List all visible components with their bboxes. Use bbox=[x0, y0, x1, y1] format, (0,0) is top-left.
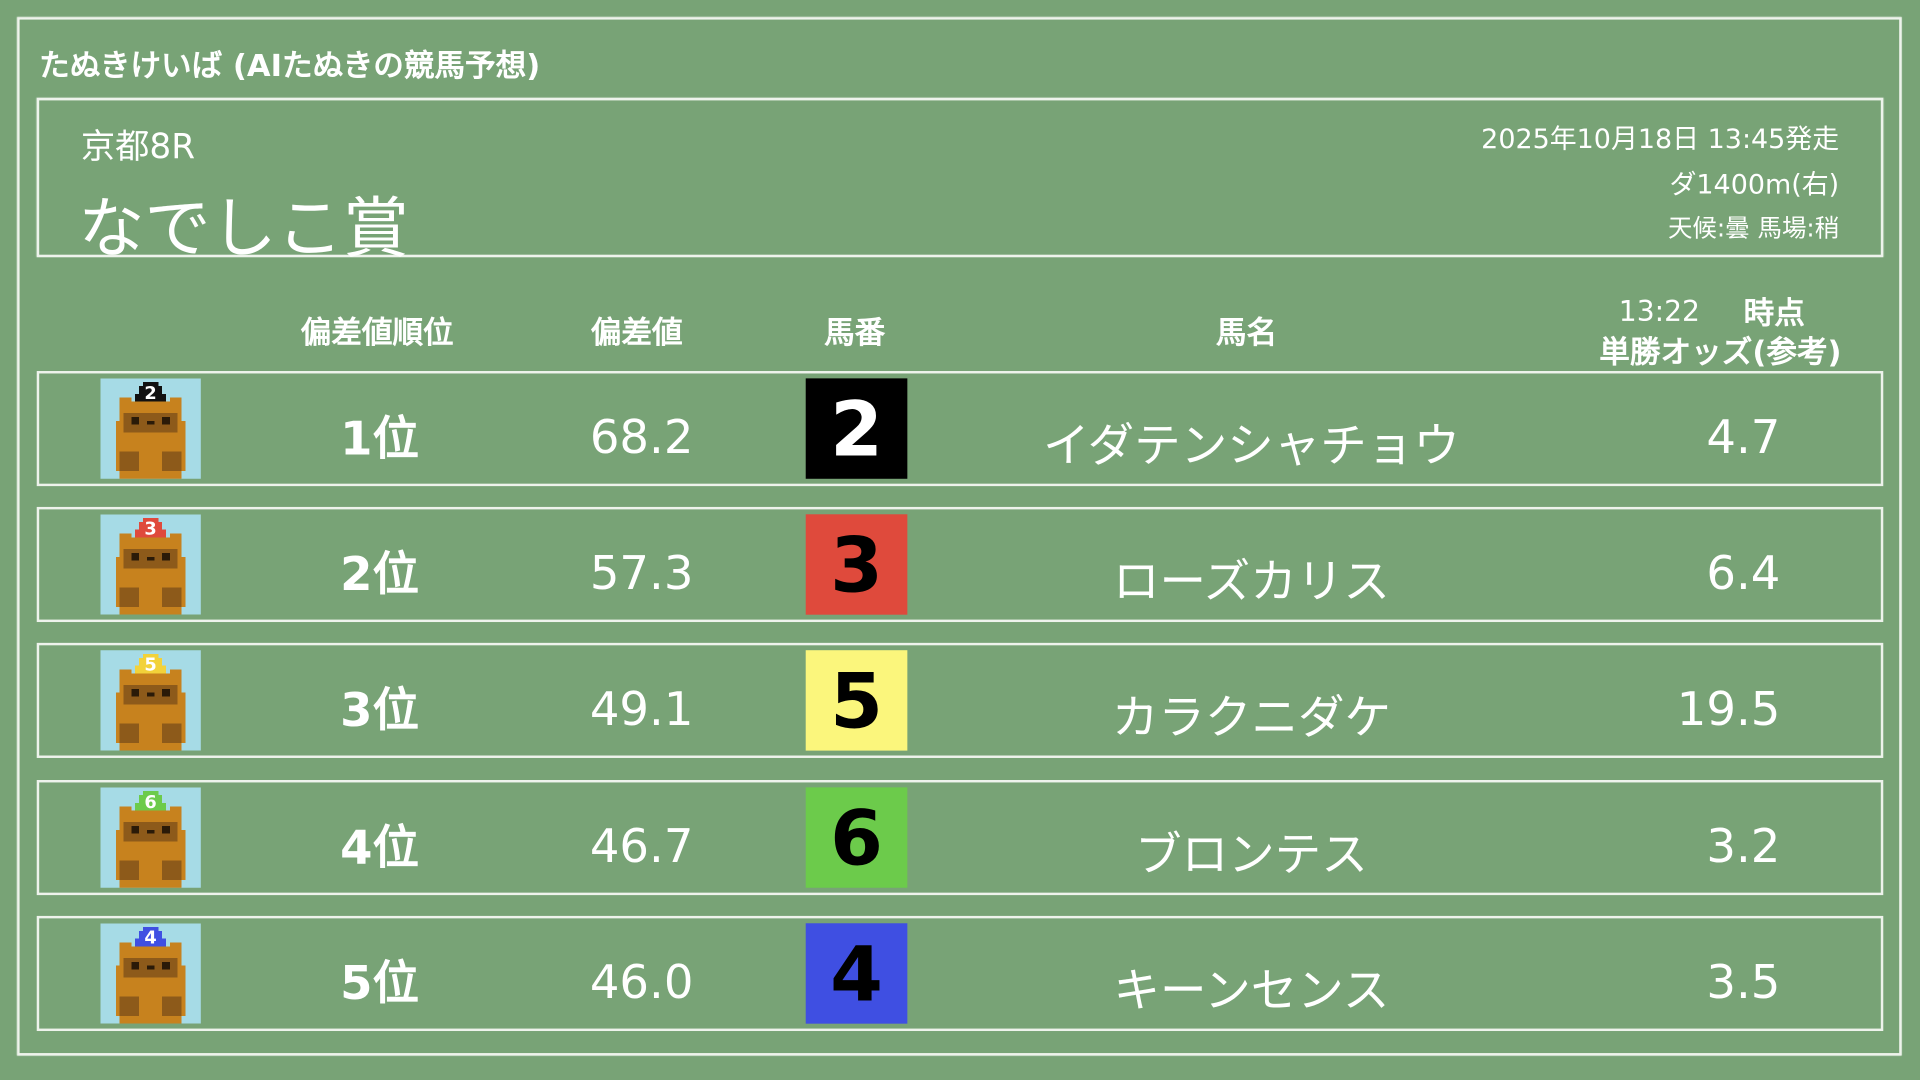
horse-name: カラクニダケ bbox=[1111, 690, 1392, 745]
race-name: なでしこ賞 bbox=[78, 189, 409, 267]
svg-text:2: 2 bbox=[144, 384, 156, 404]
horse-number-badge: 6 bbox=[805, 787, 908, 888]
odds-time: 13:22 bbox=[1618, 296, 1700, 329]
rank: 5位 bbox=[340, 956, 420, 1011]
table-row: 4 5位 46.0 4 キーンセンス 3.5 bbox=[36, 915, 1884, 1032]
svg-text:6: 6 bbox=[144, 793, 156, 813]
horse-name: イダテンシャチョウ bbox=[1042, 418, 1460, 473]
odds-time-suffix: 時点 bbox=[1743, 295, 1805, 331]
horse-number-badge: 2 bbox=[805, 378, 908, 479]
score: 46.0 bbox=[589, 955, 694, 1009]
tanuki-icon: 4 bbox=[100, 923, 201, 1024]
win-odds: 19.5 bbox=[1676, 682, 1781, 736]
table-row: 3 2位 57.3 3 ローズカリス 6.4 bbox=[36, 506, 1884, 623]
win-odds: 3.5 bbox=[1706, 955, 1781, 1009]
race-venue-round: 京都8R bbox=[80, 126, 196, 167]
column-header-rank: 偏差値順位 bbox=[300, 314, 454, 351]
app-title: たぬきけいば (AIたぬきの競馬予想) bbox=[39, 47, 541, 84]
column-header-horse-name: 馬名 bbox=[1215, 314, 1278, 351]
tanuki-icon: 6 bbox=[100, 787, 201, 888]
rank: 2位 bbox=[340, 547, 420, 602]
column-header-number: 馬番 bbox=[824, 314, 886, 351]
table-row: 5 3位 49.1 5 カラクニダケ 19.5 bbox=[36, 642, 1884, 758]
svg-text:5: 5 bbox=[144, 656, 156, 676]
column-header-odds: 単勝オッズ(参考) bbox=[1599, 334, 1842, 370]
score: 46.7 bbox=[589, 819, 694, 874]
horse-number-badge: 5 bbox=[805, 650, 908, 751]
horse-number-badge: 3 bbox=[805, 514, 908, 615]
score: 57.3 bbox=[589, 546, 694, 601]
race-datetime: 2025年10月18日 13:45発走 bbox=[1481, 124, 1840, 156]
horse-number-badge: 4 bbox=[805, 923, 908, 1024]
race-header-box bbox=[36, 97, 1884, 258]
score: 49.1 bbox=[589, 682, 694, 736]
tanuki-icon: 3 bbox=[100, 514, 201, 615]
tanuki-icon: 2 bbox=[100, 378, 201, 479]
table-row: 6 4位 46.7 6 ブロンテス 3.2 bbox=[36, 780, 1884, 896]
column-header-score: 偏差値 bbox=[590, 314, 683, 351]
horse-name: ローズカリス bbox=[1112, 554, 1390, 609]
win-odds: 3.2 bbox=[1706, 819, 1781, 874]
horse-name: キーンセンス bbox=[1113, 963, 1390, 1018]
rank: 3位 bbox=[340, 683, 420, 738]
svg-text:3: 3 bbox=[144, 520, 156, 540]
rank: 4位 bbox=[340, 820, 420, 875]
race-course: ダ1400m(右) bbox=[1669, 170, 1840, 201]
rank: 1位 bbox=[340, 411, 420, 466]
race-conditions: 天候:曇 馬場:稍 bbox=[1667, 213, 1840, 243]
win-odds: 4.7 bbox=[1706, 410, 1781, 465]
tanuki-icon: 5 bbox=[100, 650, 201, 751]
horse-name: ブロンテス bbox=[1135, 827, 1368, 882]
table-row: 2 1位 68.2 2 イダテンシャチョウ 4.7 bbox=[36, 371, 1884, 487]
outer-frame bbox=[17, 17, 1902, 1056]
score: 68.2 bbox=[589, 410, 694, 465]
win-odds: 6.4 bbox=[1706, 546, 1781, 601]
svg-text:4: 4 bbox=[144, 929, 156, 949]
